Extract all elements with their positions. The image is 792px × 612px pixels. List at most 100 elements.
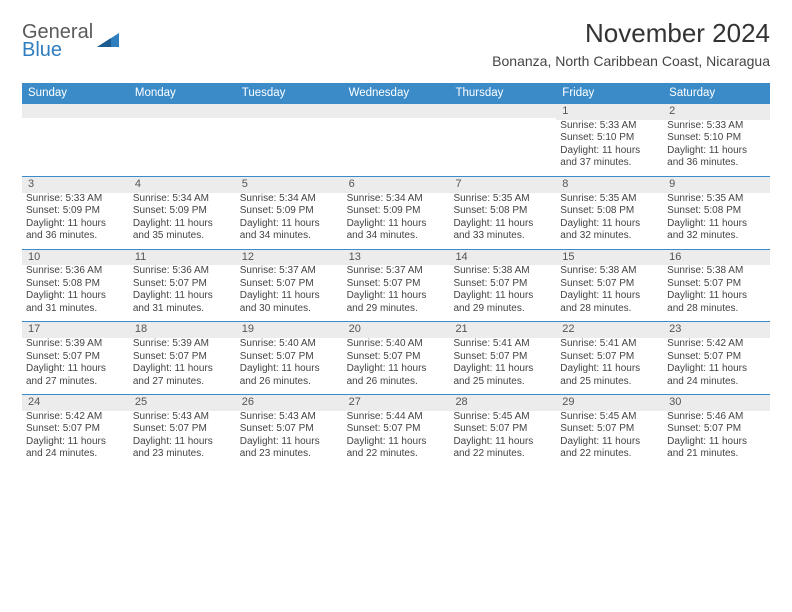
detail-line: Daylight: 11 hours and 22 minutes. bbox=[453, 436, 552, 461]
day-number: 9 bbox=[663, 177, 770, 193]
weekday-header: Saturday bbox=[663, 83, 770, 103]
weekday-header: Sunday bbox=[22, 83, 129, 103]
calendar-day-cell bbox=[449, 104, 556, 176]
day-details: Sunrise: 5:34 AMSunset: 5:09 PMDaylight:… bbox=[129, 193, 236, 249]
calendar-day-cell: 12Sunrise: 5:37 AMSunset: 5:07 PMDayligh… bbox=[236, 250, 343, 322]
detail-line: Sunrise: 5:42 AM bbox=[667, 338, 766, 351]
detail-line: Sunset: 5:09 PM bbox=[133, 205, 232, 218]
detail-line: Sunset: 5:07 PM bbox=[26, 351, 125, 364]
day-number: 14 bbox=[449, 250, 556, 266]
day-number: 1 bbox=[556, 104, 663, 120]
detail-line: Sunrise: 5:41 AM bbox=[560, 338, 659, 351]
calendar-day-cell bbox=[236, 104, 343, 176]
calendar-day-cell: 23Sunrise: 5:42 AMSunset: 5:07 PMDayligh… bbox=[663, 322, 770, 394]
detail-line: Sunrise: 5:33 AM bbox=[26, 193, 125, 206]
day-details: Sunrise: 5:33 AMSunset: 5:10 PMDaylight:… bbox=[556, 120, 663, 176]
calendar-day-cell: 20Sunrise: 5:40 AMSunset: 5:07 PMDayligh… bbox=[343, 322, 450, 394]
day-number: 13 bbox=[343, 250, 450, 266]
day-number bbox=[129, 104, 236, 118]
calendar-day-cell: 26Sunrise: 5:43 AMSunset: 5:07 PMDayligh… bbox=[236, 395, 343, 467]
day-details: Sunrise: 5:46 AMSunset: 5:07 PMDaylight:… bbox=[663, 411, 770, 467]
detail-line: Sunset: 5:07 PM bbox=[26, 423, 125, 436]
detail-line: Daylight: 11 hours and 23 minutes. bbox=[133, 436, 232, 461]
detail-line: Sunset: 5:07 PM bbox=[133, 423, 232, 436]
day-number: 17 bbox=[22, 322, 129, 338]
detail-line: Daylight: 11 hours and 21 minutes. bbox=[667, 436, 766, 461]
day-details: Sunrise: 5:36 AMSunset: 5:07 PMDaylight:… bbox=[129, 265, 236, 321]
day-number bbox=[343, 104, 450, 118]
calendar-day-cell: 24Sunrise: 5:42 AMSunset: 5:07 PMDayligh… bbox=[22, 395, 129, 467]
calendar-body: 1Sunrise: 5:33 AMSunset: 5:10 PMDaylight… bbox=[22, 103, 770, 467]
day-details: Sunrise: 5:34 AMSunset: 5:09 PMDaylight:… bbox=[343, 193, 450, 249]
detail-line: Sunrise: 5:38 AM bbox=[667, 265, 766, 278]
detail-line: Sunset: 5:10 PM bbox=[560, 132, 659, 145]
detail-line: Sunset: 5:09 PM bbox=[240, 205, 339, 218]
calendar-day-cell: 16Sunrise: 5:38 AMSunset: 5:07 PMDayligh… bbox=[663, 250, 770, 322]
weekday-header: Tuesday bbox=[236, 83, 343, 103]
calendar-day-cell: 15Sunrise: 5:38 AMSunset: 5:07 PMDayligh… bbox=[556, 250, 663, 322]
calendar-day-cell: 27Sunrise: 5:44 AMSunset: 5:07 PMDayligh… bbox=[343, 395, 450, 467]
detail-line: Sunset: 5:07 PM bbox=[347, 423, 446, 436]
detail-line: Daylight: 11 hours and 36 minutes. bbox=[26, 218, 125, 243]
detail-line: Sunset: 5:07 PM bbox=[133, 278, 232, 291]
detail-line: Daylight: 11 hours and 31 minutes. bbox=[26, 290, 125, 315]
detail-line: Sunrise: 5:43 AM bbox=[240, 411, 339, 424]
day-details: Sunrise: 5:35 AMSunset: 5:08 PMDaylight:… bbox=[556, 193, 663, 249]
detail-line: Daylight: 11 hours and 32 minutes. bbox=[560, 218, 659, 243]
day-details: Sunrise: 5:43 AMSunset: 5:07 PMDaylight:… bbox=[129, 411, 236, 467]
detail-line: Sunset: 5:08 PM bbox=[560, 205, 659, 218]
day-details: Sunrise: 5:42 AMSunset: 5:07 PMDaylight:… bbox=[22, 411, 129, 467]
day-number: 18 bbox=[129, 322, 236, 338]
detail-line: Daylight: 11 hours and 26 minutes. bbox=[240, 363, 339, 388]
detail-line: Sunrise: 5:38 AM bbox=[560, 265, 659, 278]
day-details: Sunrise: 5:36 AMSunset: 5:08 PMDaylight:… bbox=[22, 265, 129, 321]
calendar-day-cell: 21Sunrise: 5:41 AMSunset: 5:07 PMDayligh… bbox=[449, 322, 556, 394]
detail-line: Sunset: 5:10 PM bbox=[667, 132, 766, 145]
calendar-day-cell: 6Sunrise: 5:34 AMSunset: 5:09 PMDaylight… bbox=[343, 177, 450, 249]
calendar-day-cell: 5Sunrise: 5:34 AMSunset: 5:09 PMDaylight… bbox=[236, 177, 343, 249]
detail-line: Sunrise: 5:36 AM bbox=[26, 265, 125, 278]
calendar-week-row: 24Sunrise: 5:42 AMSunset: 5:07 PMDayligh… bbox=[22, 394, 770, 467]
day-number: 19 bbox=[236, 322, 343, 338]
day-details: Sunrise: 5:45 AMSunset: 5:07 PMDaylight:… bbox=[556, 411, 663, 467]
calendar-day-cell: 28Sunrise: 5:45 AMSunset: 5:07 PMDayligh… bbox=[449, 395, 556, 467]
day-number: 29 bbox=[556, 395, 663, 411]
day-details: Sunrise: 5:37 AMSunset: 5:07 PMDaylight:… bbox=[343, 265, 450, 321]
calendar-day-cell: 19Sunrise: 5:40 AMSunset: 5:07 PMDayligh… bbox=[236, 322, 343, 394]
day-number: 25 bbox=[129, 395, 236, 411]
detail-line: Sunrise: 5:34 AM bbox=[347, 193, 446, 206]
day-number: 23 bbox=[663, 322, 770, 338]
detail-line: Sunrise: 5:38 AM bbox=[453, 265, 552, 278]
detail-line: Sunset: 5:07 PM bbox=[347, 278, 446, 291]
brand-triangle-icon bbox=[97, 31, 119, 54]
detail-line: Sunrise: 5:37 AM bbox=[240, 265, 339, 278]
detail-line: Sunset: 5:08 PM bbox=[26, 278, 125, 291]
day-number: 7 bbox=[449, 177, 556, 193]
title-block: November 2024 Bonanza, North Caribbean C… bbox=[492, 18, 770, 69]
detail-line: Sunrise: 5:45 AM bbox=[453, 411, 552, 424]
detail-line: Sunset: 5:07 PM bbox=[667, 278, 766, 291]
detail-line: Daylight: 11 hours and 25 minutes. bbox=[453, 363, 552, 388]
calendar-day-cell: 18Sunrise: 5:39 AMSunset: 5:07 PMDayligh… bbox=[129, 322, 236, 394]
page-header: General Blue November 2024 Bonanza, Nort… bbox=[22, 18, 770, 69]
detail-line: Daylight: 11 hours and 28 minutes. bbox=[667, 290, 766, 315]
detail-line: Sunrise: 5:34 AM bbox=[240, 193, 339, 206]
detail-line: Daylight: 11 hours and 22 minutes. bbox=[560, 436, 659, 461]
detail-line: Daylight: 11 hours and 30 minutes. bbox=[240, 290, 339, 315]
day-details: Sunrise: 5:39 AMSunset: 5:07 PMDaylight:… bbox=[129, 338, 236, 394]
day-number: 20 bbox=[343, 322, 450, 338]
calendar-week-row: 3Sunrise: 5:33 AMSunset: 5:09 PMDaylight… bbox=[22, 176, 770, 249]
day-number: 12 bbox=[236, 250, 343, 266]
day-details: Sunrise: 5:37 AMSunset: 5:07 PMDaylight:… bbox=[236, 265, 343, 321]
detail-line: Sunset: 5:07 PM bbox=[667, 351, 766, 364]
detail-line: Daylight: 11 hours and 34 minutes. bbox=[240, 218, 339, 243]
brand-logo: General Blue bbox=[22, 18, 119, 60]
calendar-day-cell: 2Sunrise: 5:33 AMSunset: 5:10 PMDaylight… bbox=[663, 104, 770, 176]
calendar-day-cell: 14Sunrise: 5:38 AMSunset: 5:07 PMDayligh… bbox=[449, 250, 556, 322]
detail-line: Daylight: 11 hours and 25 minutes. bbox=[560, 363, 659, 388]
detail-line: Sunset: 5:07 PM bbox=[133, 351, 232, 364]
detail-line: Sunset: 5:09 PM bbox=[26, 205, 125, 218]
detail-line: Daylight: 11 hours and 36 minutes. bbox=[667, 145, 766, 170]
detail-line: Daylight: 11 hours and 26 minutes. bbox=[347, 363, 446, 388]
day-details: Sunrise: 5:40 AMSunset: 5:07 PMDaylight:… bbox=[343, 338, 450, 394]
